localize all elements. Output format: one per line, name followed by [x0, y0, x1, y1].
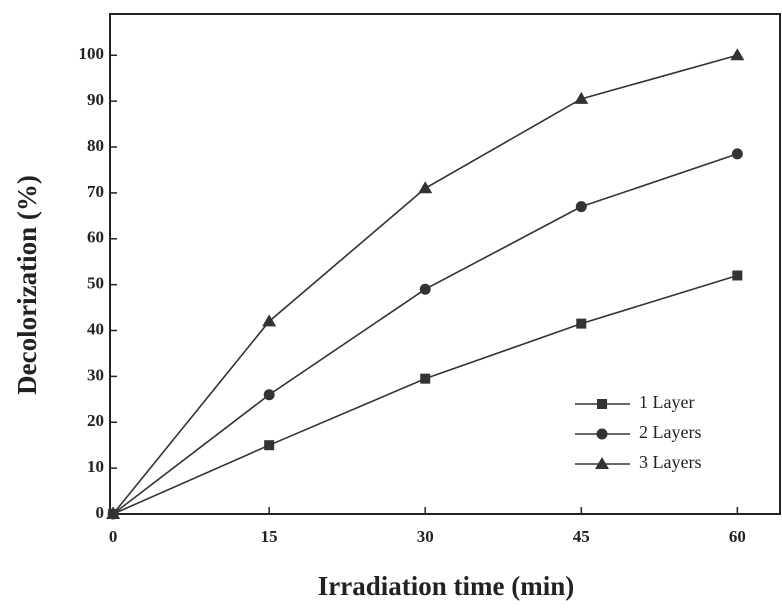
y-tick-label: 80 [87, 136, 104, 155]
y-tick-label: 70 [87, 182, 104, 201]
y-tick-label: 60 [87, 228, 104, 247]
marker [106, 507, 121, 519]
marker [418, 181, 433, 194]
x-tick-label: 30 [417, 527, 434, 546]
marker [732, 270, 743, 281]
legend-marker [596, 428, 608, 440]
marker [730, 48, 745, 61]
x-tick-label: 15 [261, 527, 278, 546]
legend-marker [597, 399, 607, 409]
plot-frame [109, 13, 781, 515]
legend-label: 2 Layers [639, 422, 701, 442]
y-tick-label: 10 [87, 457, 104, 476]
y-tick-label: 20 [87, 411, 104, 430]
x-tick-label: 60 [729, 527, 746, 546]
marker [264, 440, 275, 451]
y-tick-label: 50 [87, 274, 104, 293]
marker [263, 389, 275, 401]
marker [576, 318, 587, 329]
marker [420, 373, 431, 384]
marker [262, 314, 277, 327]
marker [731, 148, 743, 160]
y-tick-label: 100 [79, 44, 105, 63]
x-axis-label: Irradiation time (min) [318, 571, 574, 601]
y-tick-label: 90 [87, 90, 104, 109]
legend-marker [595, 457, 609, 469]
marker [574, 91, 589, 104]
y-tick-label: 40 [87, 319, 104, 338]
legend-label: 3 Layers [639, 452, 701, 472]
y-tick-label: 0 [96, 503, 105, 522]
y-axis-label: Decolorization (%) [12, 175, 42, 395]
y-tick-label: 30 [87, 365, 104, 384]
marker [575, 201, 587, 213]
x-tick-label: 45 [573, 527, 590, 546]
marker [419, 283, 431, 295]
legend-label: 1 Layer [639, 392, 694, 412]
x-tick-label: 0 [109, 527, 118, 546]
